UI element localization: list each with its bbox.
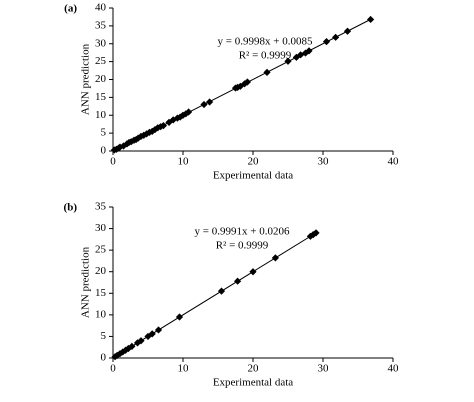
- point: [137, 337, 145, 345]
- equation: y = 0.9998x + 0.0085: [218, 36, 313, 48]
- point: [263, 68, 271, 76]
- point: [292, 53, 300, 61]
- point: [159, 122, 167, 130]
- point: [128, 342, 136, 350]
- point: [306, 232, 314, 240]
- x-axis-label: Experimental data: [213, 377, 293, 389]
- point: [305, 47, 313, 55]
- x-tick-label: 30: [318, 363, 330, 375]
- point: [179, 111, 187, 119]
- y-tick-label: 20: [95, 265, 107, 277]
- y-tick-label: 0: [101, 352, 107, 364]
- point: [122, 346, 130, 354]
- point: [200, 100, 208, 109]
- point: [113, 351, 121, 360]
- y-tick-label: 30: [95, 222, 107, 234]
- y-tick-label: 35: [95, 201, 107, 213]
- y-tick-label: 10: [95, 109, 107, 121]
- point: [124, 344, 132, 353]
- y-tick-label: 5: [101, 127, 107, 139]
- x-tick-label: 20: [248, 363, 260, 375]
- x-tick-label: 0: [110, 156, 116, 168]
- y-tick-label: 20: [95, 73, 107, 85]
- point: [133, 339, 142, 347]
- point: [175, 313, 184, 321]
- point: [206, 98, 214, 106]
- point: [243, 78, 251, 86]
- y-tick-label: 25: [95, 55, 107, 67]
- point: [116, 350, 124, 358]
- x-tick-label: 0: [110, 363, 116, 375]
- point: [312, 229, 320, 237]
- point: [332, 33, 340, 41]
- point: [116, 143, 124, 151]
- point: [249, 268, 257, 276]
- point: [154, 326, 163, 334]
- y-tick-label: 15: [95, 287, 107, 299]
- equation: R² = 0.9999: [216, 240, 269, 252]
- x-tick-label: 10: [178, 363, 190, 375]
- point: [185, 108, 193, 116]
- point: [234, 277, 242, 285]
- point: [148, 330, 156, 338]
- y-tick-label: 10: [95, 308, 107, 320]
- y-tick-label: 25: [95, 244, 107, 256]
- x-tick-label: 40: [388, 363, 400, 375]
- point: [119, 348, 127, 356]
- panel-label: (b): [64, 202, 78, 214]
- point: [297, 51, 305, 59]
- x-tick-label: 10: [178, 156, 190, 168]
- x-tick-label: 20: [248, 156, 260, 168]
- x-tick-label: 30: [318, 156, 330, 168]
- point: [367, 15, 375, 24]
- y-tick-label: 15: [95, 91, 107, 103]
- y-axis-label: ANN prediction: [80, 43, 92, 115]
- panel-label: (a): [64, 3, 77, 15]
- point: [173, 114, 181, 122]
- y-tick-label: 40: [95, 2, 107, 14]
- y-tick-label: 35: [95, 19, 107, 31]
- equation: R² = 0.9999: [239, 50, 292, 62]
- y-tick-label: 0: [101, 145, 107, 157]
- y-axis-label: ANN prediction: [80, 246, 92, 318]
- point: [284, 57, 292, 65]
- equation: y = 0.9991x + 0.0206: [195, 226, 290, 238]
- y-tick-label: 5: [101, 330, 107, 342]
- point: [343, 27, 352, 35]
- x-axis-label: Experimental data: [213, 170, 293, 182]
- point: [322, 38, 331, 46]
- point: [217, 287, 226, 295]
- x-tick-label: 40: [388, 156, 400, 168]
- y-tick-label: 30: [95, 37, 107, 49]
- point: [271, 254, 279, 262]
